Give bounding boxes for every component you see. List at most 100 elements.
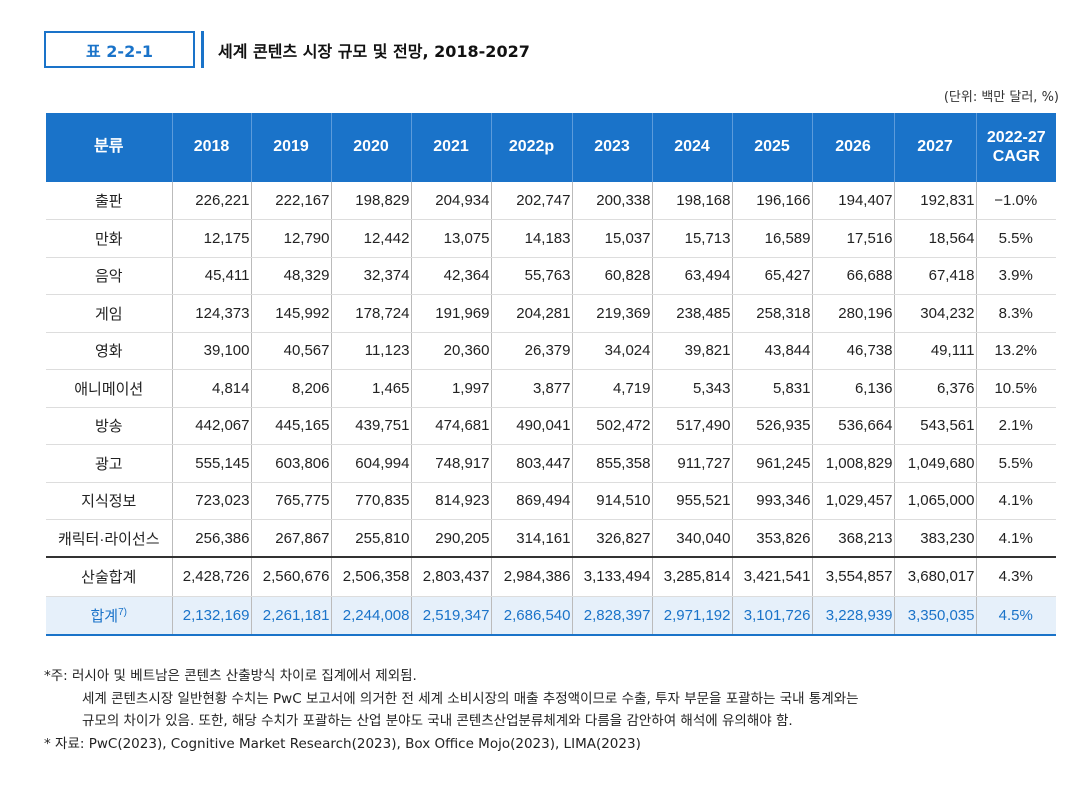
- value-cell: 43,844: [731, 332, 812, 370]
- category-label: 음악: [94, 268, 123, 286]
- header-year: 2025: [731, 113, 812, 182]
- value-cell: 474,681: [410, 407, 491, 445]
- value-cell: 32,374: [330, 257, 411, 295]
- category-label: 합계: [90, 607, 119, 625]
- value-cell: 267,867: [250, 519, 331, 558]
- total-row: 합계7) 2,132,169 2,261,181 2,244,008 2,519,347…: [46, 596, 1056, 636]
- category-label: 영화: [94, 343, 123, 361]
- table-row: 영화 39,100 40,567 11,123 20,360 26,379 34,024 39…: [46, 332, 1056, 370]
- value-cell: 490,041: [490, 407, 572, 445]
- value-cell: 304,232: [893, 294, 976, 333]
- value-cell: 445,165: [250, 407, 331, 445]
- value-cell: 3,133,494: [571, 556, 652, 597]
- value-cell: 49,111: [893, 332, 976, 370]
- value-cell: 555,145: [171, 444, 251, 483]
- table-row: 캐릭터·라이선스 256,386 267,867 255,810 290,205 314,…: [46, 519, 1056, 558]
- value-cell: 1,049,680: [893, 444, 976, 483]
- header-cagr-period: 2022-27: [986, 129, 1046, 147]
- header-year: 2019: [250, 113, 331, 182]
- row-category-name: 게임: [46, 294, 172, 333]
- header-category: 분류: [46, 113, 172, 182]
- value-cell: 12,790: [250, 219, 331, 258]
- row-category-name: 캐릭터·라이선스: [46, 519, 172, 558]
- value-cell: 1,997: [410, 369, 491, 408]
- row-category-name: 광고: [46, 444, 172, 483]
- note-exclusion: *주: 러시아 및 베트남은 콘텐츠 산출방식 차이로 집계에서 제외됨.: [44, 668, 417, 684]
- value-cell: 26,379: [490, 332, 572, 370]
- cagr-cell: −1.0%: [975, 182, 1056, 220]
- cagr-cell: 10.5%: [975, 369, 1056, 408]
- value-cell: 16,589: [731, 219, 812, 258]
- value-cell: 340,040: [651, 519, 732, 558]
- value-cell: 439,751: [330, 407, 411, 445]
- note-source: * 자료: PwC(2023), Cognitive Market Resear…: [44, 735, 641, 752]
- value-cell: 914,510: [571, 482, 652, 520]
- category-label: 방송: [94, 418, 123, 436]
- value-cell: 194,407: [811, 182, 894, 220]
- market-size-table: 분류 2018 2019 2020 2021 2022p 2023 2024 2…: [46, 113, 1056, 636]
- value-cell: 2,244,008: [330, 596, 411, 636]
- row-category-name: 애니메이션: [46, 369, 172, 408]
- note-pwc-line1: 세계 콘텐츠시장 일반현황 수치는 PwC 보고서에 의거한 전 세계 소비시장…: [82, 690, 859, 707]
- value-cell: 543,561: [893, 407, 976, 445]
- value-cell: 383,230: [893, 519, 976, 558]
- value-cell: 258,318: [731, 294, 812, 333]
- header-row: 분류 2018 2019 2020 2021 2022p 2023 2024 2…: [46, 113, 1056, 182]
- value-cell: 192,831: [893, 182, 976, 220]
- cagr-cell: 4.3%: [975, 556, 1056, 597]
- header-year: 2022p: [490, 113, 572, 182]
- value-cell: 42,364: [410, 257, 491, 295]
- value-cell: 603,806: [250, 444, 331, 483]
- category-label: 지식정보: [81, 493, 137, 511]
- value-cell: 6,136: [811, 369, 894, 408]
- value-cell: 2,984,386: [490, 556, 572, 597]
- value-cell: 14,183: [490, 219, 572, 258]
- value-cell: 326,827: [571, 519, 652, 558]
- cagr-cell: 5.5%: [975, 219, 1056, 258]
- category-label: 광고: [94, 455, 123, 473]
- value-cell: 993,346: [731, 482, 812, 520]
- value-cell: 4,814: [171, 369, 251, 408]
- value-cell: 502,472: [571, 407, 652, 445]
- value-cell: 178,724: [330, 294, 411, 333]
- value-cell: 368,213: [811, 519, 894, 558]
- value-cell: 226,221: [171, 182, 251, 220]
- value-cell: 442,067: [171, 407, 251, 445]
- value-cell: 3,350,035: [893, 596, 976, 636]
- header-year: 2023: [571, 113, 652, 182]
- value-cell: 770,835: [330, 482, 411, 520]
- value-cell: 803,447: [490, 444, 572, 483]
- table-row: 게임 124,373 145,992 178,724 191,969 204,281 219…: [46, 294, 1056, 333]
- value-cell: 2,803,437: [410, 556, 491, 597]
- value-cell: 198,168: [651, 182, 732, 220]
- table-title-row: 표 2-2-1 세계 콘텐츠 시장 규모 및 전망, 2018-2027: [44, 31, 530, 68]
- value-cell: 2,828,397: [571, 596, 652, 636]
- value-cell: 814,923: [410, 482, 491, 520]
- value-cell: 2,428,726: [171, 556, 251, 597]
- value-cell: 196,166: [731, 182, 812, 220]
- value-cell: 955,521: [651, 482, 732, 520]
- value-cell: 765,775: [250, 482, 331, 520]
- value-cell: 219,369: [571, 294, 652, 333]
- value-cell: 911,727: [651, 444, 732, 483]
- value-cell: 2,686,540: [490, 596, 572, 636]
- value-cell: 20,360: [410, 332, 491, 370]
- row-category-name: 만화: [46, 219, 172, 258]
- value-cell: 34,024: [571, 332, 652, 370]
- value-cell: 2,132,169: [171, 596, 251, 636]
- header-year: 2024: [651, 113, 732, 182]
- value-cell: 255,810: [330, 519, 411, 558]
- value-cell: 3,101,726: [731, 596, 812, 636]
- table-row: 애니메이션 4,814 8,206 1,465 1,997 3,877 4,719 5,343…: [46, 369, 1056, 408]
- category-label: 캐릭터·라이선스: [57, 530, 160, 548]
- cagr-cell: 4.1%: [975, 482, 1056, 520]
- value-cell: 39,100: [171, 332, 251, 370]
- row-category-name: 지식정보: [46, 482, 172, 520]
- value-cell: 314,161: [490, 519, 572, 558]
- header-year: 2027: [893, 113, 976, 182]
- cagr-cell: 3.9%: [975, 257, 1056, 295]
- value-cell: 1,065,000: [893, 482, 976, 520]
- value-cell: 11,123: [330, 332, 411, 370]
- value-cell: 12,442: [330, 219, 411, 258]
- value-cell: 2,506,358: [330, 556, 411, 597]
